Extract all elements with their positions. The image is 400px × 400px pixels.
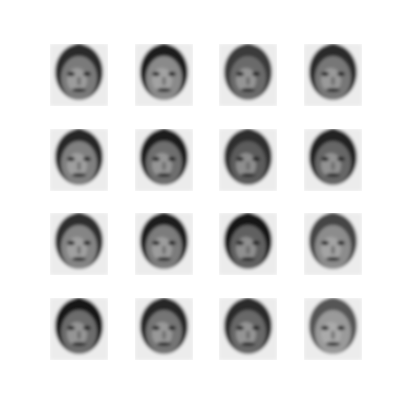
face-sample [134,297,193,360]
face-sample [50,213,108,275]
face-sample [50,128,108,191]
face-sample-image [50,297,108,360]
face-sample-image [303,44,362,106]
face-sample-image [134,44,193,106]
face-sample [303,213,362,275]
face-sample-image [134,297,193,360]
face-sample [134,128,193,191]
face-sample [303,128,362,191]
face-sample [134,44,193,106]
face-sample-image [219,128,277,191]
face-sample-image [134,213,193,275]
face-sample [219,297,277,360]
face-sample [219,213,277,275]
face-sample [219,44,277,106]
face-sample [303,44,362,106]
face-sample-image [50,128,108,191]
face-sample [303,297,362,360]
face-sample-image [50,44,108,106]
face-sample-image [219,44,277,106]
face-sample-image [219,213,277,275]
face-sample [50,297,108,360]
face-sample-image [303,213,362,275]
face-sample-image [303,297,362,360]
face-sample [134,213,193,275]
face-sample-grid [50,44,362,360]
face-sample [219,128,277,191]
face-sample-image [50,213,108,275]
face-sample [50,44,108,106]
face-sample-image [303,128,362,191]
face-sample-image [134,128,193,191]
face-sample-image [219,297,277,360]
